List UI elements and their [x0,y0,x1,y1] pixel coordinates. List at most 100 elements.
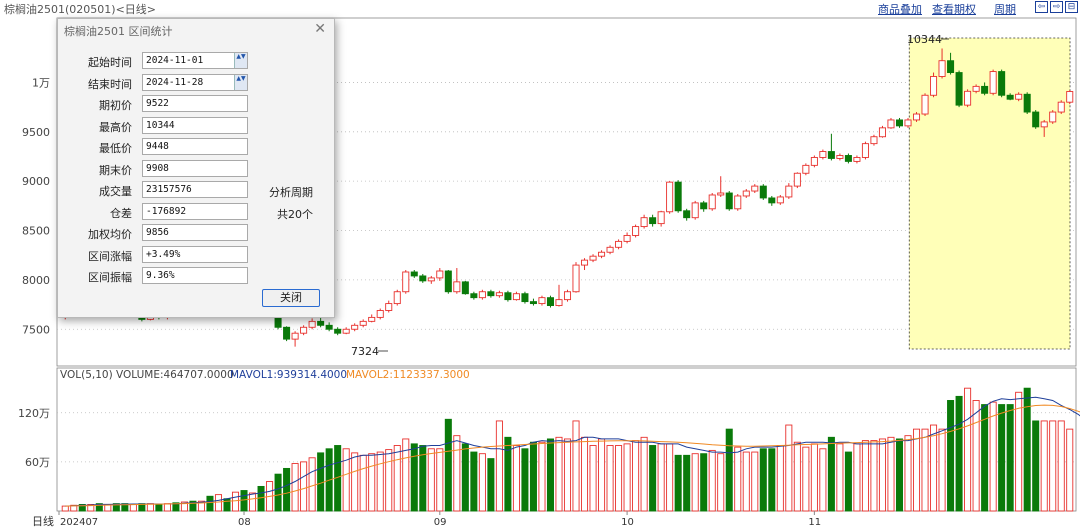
candle [1066,90,1074,105]
volume-bar-up [734,446,742,512]
volume-bar-up [878,438,886,512]
candle-body-up [861,143,869,158]
candle-body-up [717,192,725,196]
stats-value-field[interactable]: 10344 [142,116,248,134]
volume-bar-up [180,501,188,512]
stats-row: 仓差 -176892 [58,202,258,221]
mavol2-line [65,404,1080,507]
stats-label: 起始时间 [88,56,132,69]
scroll-right-icon[interactable]: ⇨ [1050,1,1063,13]
start-date-input[interactable]: 2024-11-01 [142,52,248,69]
candle [810,155,818,168]
candle [947,52,955,75]
candle [930,72,938,98]
stats-value-field[interactable]: +3.49% [142,245,248,263]
candle-body-up [776,196,784,204]
date-spinner-icon[interactable]: ▲▼ [234,53,247,68]
volume-bar-down [683,454,691,512]
volume-bar-up [870,440,878,512]
candle-body-up [870,136,878,145]
candle-body-up [989,71,997,94]
stats-label: 最低价 [99,142,132,155]
candle-body-up [853,157,861,162]
price-axis-label: 8500 [22,225,50,238]
stats-value-field[interactable]: 9448 [142,138,248,155]
candle [768,195,776,206]
volume-bar-down [981,404,989,512]
candle-body-up [402,271,410,293]
stats-row: 区间振幅 9.36% [58,267,258,285]
layout-toggle-icon[interactable]: ⊟ [1065,1,1078,13]
volume-bar-up [478,453,486,512]
volume-bar-up [61,505,69,512]
volume-axis-label: 120万 [18,407,50,420]
close-button[interactable]: 关闭 [262,289,320,307]
candle-body-up [691,202,699,219]
volume-bar-down [419,445,427,512]
stats-value-field[interactable]: 9522 [142,95,248,112]
candle [742,189,750,198]
candle-body-up [1057,101,1065,113]
end-date-input[interactable]: 2024-11-28 [142,73,248,91]
candle-body-down [683,210,691,219]
candle [955,70,963,108]
candle-body-up [385,303,393,311]
date-spinner-icon[interactable]: ▲▼ [234,74,247,90]
stats-value-field[interactable]: 9856 [142,224,248,241]
candle [283,326,291,342]
volume-bar-up [393,445,401,512]
candle-body-up [359,320,367,326]
period-link[interactable]: 周期 [994,3,1016,16]
volume-bar-down [649,445,657,512]
candle [785,183,793,199]
candle-body-down [768,197,776,204]
candle [819,149,827,160]
candle [478,289,486,300]
candle-body-up [878,127,886,138]
candle-body-down [487,291,495,297]
price-axis-label: 7500 [22,323,50,336]
volume-bar-up [657,443,665,512]
volume-bar-up [342,448,350,512]
close-icon[interactable]: ✕ [314,21,326,37]
volume-bar-up [214,494,222,512]
candle-body-down [1023,93,1031,113]
volume-value: VOLUME:464707.0000 [116,369,234,381]
date-axis-label: 08 [238,517,251,528]
mavol1-value: MAVOL1:939314.4000 [230,369,347,381]
stats-label: 最高价 [99,120,132,134]
volume-bar-down [444,418,452,512]
volume-bar-up [300,461,308,512]
volume-bar-up [853,443,861,512]
candle-body-up [606,246,614,253]
candle [708,193,716,211]
candle-body-up [708,194,716,210]
volume-bar-up [197,500,205,512]
volume-bar-down [487,458,495,512]
stats-value-field[interactable]: -176892 [142,202,248,220]
candle [615,239,623,250]
volume-bar-up [563,438,572,512]
candle-body-up [810,157,818,166]
candle [683,208,691,221]
volume-bar-up [632,440,640,512]
stats-value-field[interactable]: 9908 [142,159,248,177]
stats-value-field[interactable]: 23157576 [142,181,248,198]
volume-bar-down [470,451,478,512]
price-axis-label: 9000 [22,175,50,188]
stats-value-field[interactable]: 9.36% [142,267,248,284]
candle-body-up [1040,121,1048,128]
candle [700,200,708,212]
volume-bar-down [504,436,512,512]
candle-body-up [734,195,742,210]
dialog-title: 棕榈油2501 区间统计 [64,25,173,38]
candle [632,224,640,238]
volume-bar-up [623,443,631,512]
candle-body-down [410,271,418,277]
volume-bars [61,387,1074,512]
commodity-overlay-link[interactable]: 商品叠加 [878,3,922,16]
view-options-link[interactable]: 查看期权 [932,3,976,16]
scroll-left-icon[interactable]: ⇦ [1035,1,1048,13]
candle-body-up [563,291,572,301]
